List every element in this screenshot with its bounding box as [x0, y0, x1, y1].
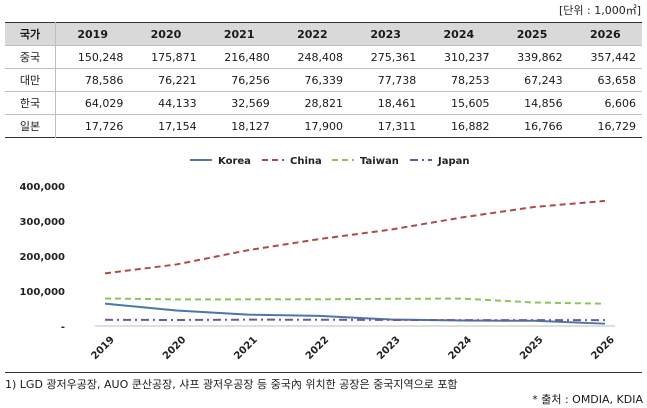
- x-tick-label: 2019: [89, 334, 116, 361]
- year-header: 2024: [443, 27, 475, 41]
- table-corner: 국가: [5, 22, 56, 46]
- table-cell: 248,408: [297, 50, 344, 64]
- table-cell: 76,339: [304, 73, 344, 87]
- table-cell: 310,237: [443, 50, 490, 64]
- legend-label: Japan: [437, 156, 470, 167]
- year-header: 2019: [77, 27, 108, 41]
- table-cell: 17,900: [304, 119, 344, 133]
- x-tick-label: 2023: [375, 334, 402, 361]
- table-cell: 16,766: [524, 119, 563, 133]
- y-tick-label: 200,000: [19, 252, 65, 263]
- y-tick-label: 300,000: [19, 217, 65, 228]
- table-cell: 275,361: [370, 50, 417, 64]
- series-line-china: [104, 199, 606, 275]
- row-label: 중국: [5, 45, 56, 69]
- year-header: 2021: [223, 27, 255, 41]
- table-cell: 18,461: [377, 96, 417, 110]
- data-table: 국가 2019 2020 2021 2022 2023 2024 2025 20…: [5, 22, 642, 138]
- year-header: 2025: [516, 27, 548, 41]
- line-chart: - 100,000 200,000 300,000 400,000 2019 2020 202…: [19, 156, 617, 362]
- row-label: 한국: [5, 91, 56, 115]
- table-cell: 150,248: [77, 50, 124, 64]
- table-row: 일본 17,726 17,154 18,127 17,900 17,311 16…: [5, 114, 642, 138]
- y-tick-label: -: [61, 322, 65, 333]
- year-header: 2026: [590, 27, 621, 41]
- table-cell: 15,605: [450, 96, 490, 110]
- table-cell: 32,569: [231, 96, 270, 110]
- table-cell: 63,658: [597, 73, 637, 87]
- table-header-row: 국가 2019 2020 2021 2022 2023 2024 2025 20…: [5, 22, 642, 46]
- x-tick-label: 2021: [232, 334, 259, 361]
- table-cell: 16,729: [597, 119, 637, 133]
- table-row: 중국 150,248 175,871 216,480 248,408 275,3…: [5, 45, 642, 69]
- table-cell: 78,253: [450, 73, 490, 87]
- source-note: * 출처 : OMDIA, KDIA: [532, 393, 643, 406]
- table-cell: 17,154: [158, 119, 197, 133]
- table-cell: 175,871: [151, 50, 197, 64]
- x-tick-label: 2020: [161, 334, 188, 361]
- legend-label: China: [290, 156, 322, 167]
- table-cell: 16,882: [450, 119, 490, 133]
- x-tick-label: 2025: [518, 334, 545, 361]
- table-cell: 77,738: [377, 73, 417, 87]
- table-cell: 76,221: [158, 73, 197, 87]
- year-header: 2020: [150, 27, 182, 41]
- x-tick-label: 2024: [447, 334, 474, 361]
- table-cell: 17,311: [377, 119, 417, 133]
- table-row: 대만 78,586 76,221 76,256 76,339 77,738 78…: [5, 68, 642, 92]
- row-label: 일본: [5, 114, 56, 138]
- table-cell: 6,606: [604, 96, 637, 110]
- unit-label: [단위 : 1,000㎡]: [558, 4, 641, 17]
- table-cell: 28,821: [304, 96, 344, 110]
- legend-label: Korea: [218, 156, 251, 167]
- x-tick-label: 2026: [589, 334, 616, 361]
- x-tick-label: 2022: [304, 334, 331, 361]
- table-cell: 76,256: [231, 73, 270, 87]
- year-header: 2022: [297, 27, 328, 41]
- table-cell: 78,586: [84, 73, 124, 87]
- table-row: 한국 64,029 44,133 32,569 28,821 18,461 15…: [5, 91, 642, 115]
- legend-label: Taiwan: [360, 156, 399, 167]
- footnote: 1) LGD 광저우공장, AUO 쿤산공장, 샤프 광저우공장 등 중국內 위…: [5, 372, 642, 392]
- year-header: 2023: [370, 27, 401, 41]
- table-cell: 44,133: [158, 96, 197, 110]
- table-cell: 357,442: [590, 50, 637, 64]
- table-cell: 17,726: [84, 119, 124, 133]
- y-tick-label: 400,000: [19, 182, 65, 193]
- table-cell: 18,127: [231, 119, 270, 133]
- row-label: 대만: [5, 68, 56, 92]
- y-tick-label: 100,000: [19, 287, 65, 298]
- table-cell: 216,480: [224, 50, 270, 64]
- table-cell: 14,856: [524, 96, 563, 110]
- table-cell: 67,243: [524, 73, 563, 87]
- table-cell: 339,862: [517, 50, 563, 64]
- table-cell: 64,029: [84, 96, 124, 110]
- series-line-taiwan: [104, 297, 606, 305]
